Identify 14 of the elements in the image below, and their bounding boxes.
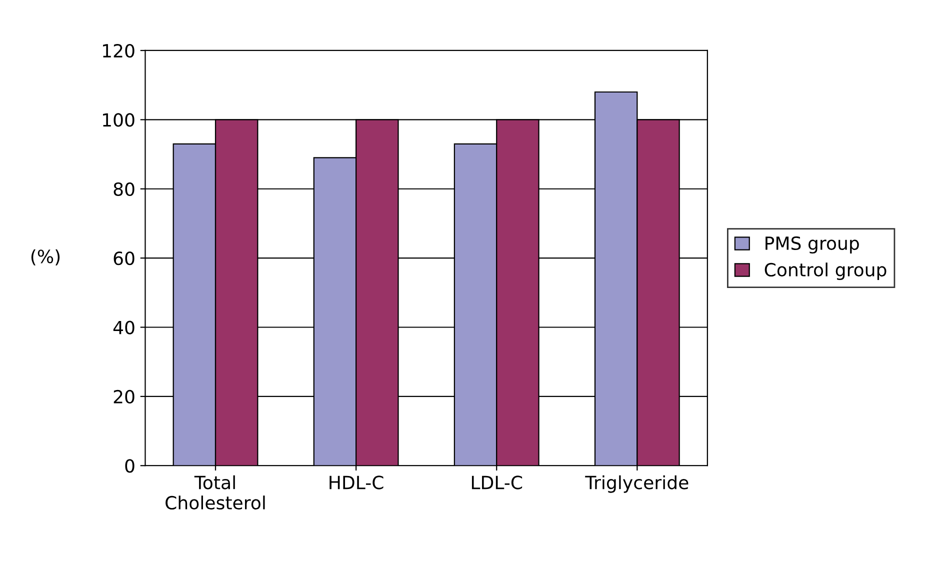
y-tick-label: 60 bbox=[114, 252, 134, 266]
y-tick-label: 20 bbox=[114, 390, 134, 404]
y-tick-label: 100 bbox=[103, 113, 134, 127]
x-tick-label: Total Cholesterol bbox=[166, 475, 265, 510]
y-axis-title: (%) bbox=[31, 249, 60, 266]
y-tick-label: 120 bbox=[103, 44, 134, 58]
x-tick-label: LDL-C bbox=[472, 476, 522, 490]
legend-label: PMS group bbox=[766, 236, 859, 254]
y-tick-label: 40 bbox=[113, 320, 134, 334]
x-tick-label: Triglyceride bbox=[585, 475, 688, 493]
y-tick-label: 0 bbox=[125, 459, 134, 473]
y-tick-label: 80 bbox=[114, 182, 134, 196]
legend-label: Control group bbox=[764, 262, 886, 280]
x-tick-label: HDL-C bbox=[330, 476, 384, 490]
